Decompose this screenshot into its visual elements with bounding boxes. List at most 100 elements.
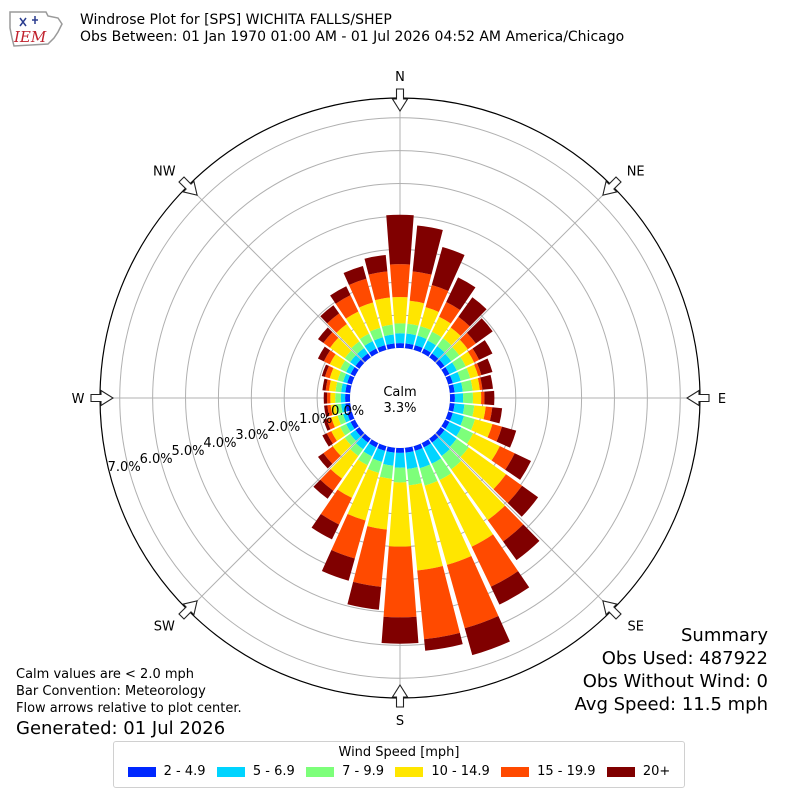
wind-bar-segment xyxy=(394,452,406,468)
legend-label: 10 - 14.9 xyxy=(431,764,490,779)
wind-bar-segment xyxy=(335,403,343,415)
legend-label: 20+ xyxy=(642,764,671,779)
wind-bar-segment xyxy=(412,225,443,275)
wind-bar-segment xyxy=(321,364,329,377)
wind-bar-segment xyxy=(355,437,368,450)
wind-bar-segment xyxy=(324,405,330,417)
wind-bar-segment xyxy=(420,307,439,330)
wind-bar-segment xyxy=(458,297,487,327)
wind-bar-segment xyxy=(330,404,338,416)
wind-bar-segment xyxy=(409,271,432,304)
wind-bar-segment xyxy=(350,355,361,366)
wind-bar-segment xyxy=(441,419,450,429)
wind-bar-segment xyxy=(330,286,351,304)
wind-bar-segment xyxy=(372,448,386,462)
legend-label: 7 - 9.9 xyxy=(342,764,384,779)
wind-bar-segment xyxy=(419,464,438,486)
flow-arrow-icon xyxy=(391,683,409,708)
legend-swatch xyxy=(395,766,424,777)
flow-note: Flow arrows relative to plot center. xyxy=(16,701,242,716)
wind-bar-segment xyxy=(337,459,368,498)
wind-bar-segment xyxy=(474,363,482,377)
wind-bar-segment xyxy=(343,265,367,285)
wind-bar-segment xyxy=(317,453,333,469)
wind-bar-segment xyxy=(347,375,355,385)
wind-bar-segment xyxy=(471,419,493,438)
wind-bar-segment xyxy=(439,430,457,447)
wind-bar-segment xyxy=(369,439,379,448)
wind-bar-segment xyxy=(429,433,439,443)
calm-note: Calm values are < 2.0 mph xyxy=(16,667,195,682)
wind-bar-segment xyxy=(407,300,425,326)
wind-bar-segment xyxy=(472,340,493,360)
iem-logo: IEM xyxy=(9,11,63,47)
wind-bar-segment xyxy=(480,374,493,390)
wind-bar-segment xyxy=(348,278,374,308)
wind-bar-segment xyxy=(317,327,333,343)
wind-bar-segment xyxy=(454,393,464,403)
wind-bar-segment xyxy=(345,402,352,412)
wind-bar-segment xyxy=(320,489,352,525)
wind-bar-segment xyxy=(472,391,482,405)
wind-bar-segment xyxy=(335,295,359,319)
wind-bar-segment xyxy=(381,616,419,644)
wind-bar-segment xyxy=(359,333,373,346)
wind-bar-segment xyxy=(460,351,475,367)
wind-bar-segment xyxy=(472,405,486,420)
wind-bar-segment xyxy=(329,354,346,370)
wind-bar-segment xyxy=(389,264,411,298)
wind-bar-segment xyxy=(427,331,442,346)
wind-bar-segment xyxy=(431,458,452,481)
wind-bar-segment xyxy=(452,356,466,371)
radial-label: 3.0% xyxy=(235,428,268,443)
wind-bar-segment xyxy=(340,393,346,403)
wind-bar-segment xyxy=(386,446,396,453)
wind-bar-segment xyxy=(384,334,395,345)
wind-bar-segment xyxy=(323,392,328,404)
legend-label: 15 - 19.9 xyxy=(537,764,596,779)
wind-bar-segment xyxy=(330,392,336,404)
wind-bar-segment xyxy=(386,343,396,350)
wind-bar-segment xyxy=(466,318,493,344)
wind-bar-segment xyxy=(369,327,383,341)
legend-item: 7 - 9.9 xyxy=(306,764,384,779)
wind-bar-segment xyxy=(459,332,476,350)
radial-label: 0.0% xyxy=(331,404,364,419)
bar-convention: Bar Convention: Meteorology xyxy=(16,684,206,699)
wind-bar-segment xyxy=(353,526,387,587)
wind-bar-segment xyxy=(452,339,468,356)
wind-bar-segment xyxy=(320,469,343,491)
wind-bar-segment xyxy=(435,427,445,437)
wind-bar-segment xyxy=(377,443,387,451)
wind-bar-segment xyxy=(432,346,445,359)
wind-bar-segment xyxy=(431,316,451,338)
wind-bar-segment xyxy=(413,345,423,353)
wind-bar-segment xyxy=(449,393,455,403)
wind-bar-segment xyxy=(335,381,343,393)
wind-bar-segment xyxy=(347,469,379,521)
wind-bar-segment xyxy=(321,550,355,581)
flow-arrow-icon xyxy=(685,389,710,407)
summary-panel: Summary Obs Used: 487922 Obs Without Win… xyxy=(575,624,768,716)
wind-bar-segment xyxy=(446,555,499,629)
wind-bar-segment xyxy=(429,353,439,363)
wind-bar-segment xyxy=(369,348,379,357)
wind-bar-segment xyxy=(325,379,331,391)
wind-bar-segment xyxy=(477,377,483,391)
wind-bar-segment xyxy=(470,378,480,391)
compass-label: SE xyxy=(627,620,643,635)
wind-bar-segment xyxy=(423,443,442,464)
wind-bar-segment xyxy=(421,348,431,357)
wind-bar-segment xyxy=(341,383,347,393)
wind-bar-segment xyxy=(342,412,350,423)
wind-bar-segment xyxy=(368,271,390,301)
wind-bar-segment xyxy=(331,426,346,442)
radial-label: 7.0% xyxy=(108,460,141,475)
wind-bar-segment xyxy=(432,437,450,456)
title-block: Windrose Plot for [SPS] WICHITA FALLS/SH… xyxy=(80,12,624,46)
wind-bar-segment xyxy=(323,332,339,348)
flow-arrow-icon xyxy=(178,600,198,620)
wind-bar-segment xyxy=(324,365,334,379)
wind-bar-segment xyxy=(406,323,419,336)
